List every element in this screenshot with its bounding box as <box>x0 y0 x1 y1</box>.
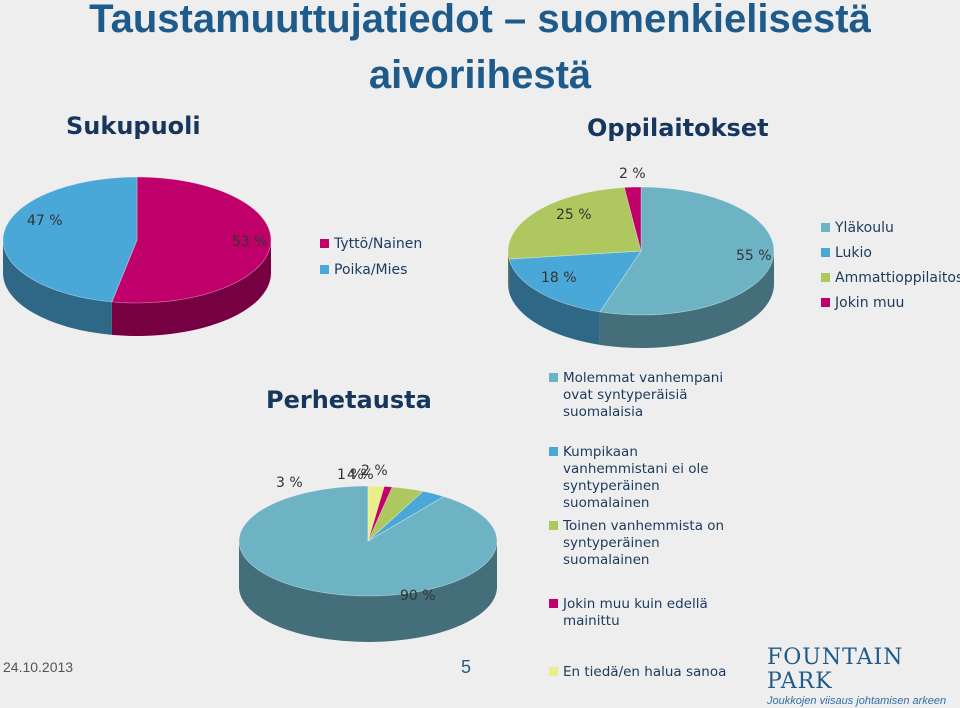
legend-label: syntyperäinen <box>563 535 660 551</box>
legend-swatch <box>549 667 558 676</box>
legend-label: suomalaisia <box>563 404 643 420</box>
page-title-line2: aivoriihestä <box>368 53 592 97</box>
legend-label: Jokin muu <box>834 295 904 311</box>
legend-swatch <box>549 599 558 608</box>
pie-data-label: 2 % <box>619 166 646 182</box>
legend-swatch <box>320 265 329 274</box>
legend-label: vanhemmistani ei ole <box>563 461 709 477</box>
page-title-line1: Taustamuuttujatiedot – suomenkielisestä <box>89 0 871 41</box>
legend-swatch <box>320 239 329 248</box>
legend-label: Tyttö/Nainen <box>333 236 422 252</box>
legend-swatch <box>821 223 830 232</box>
legend-label: Poika/Mies <box>334 262 407 278</box>
pie-chart-1: 55 % 18 % 25 % 2 % Yläkoulu Lukio Ammattioppil… <box>507 166 960 348</box>
pie-slice-side <box>111 240 272 336</box>
fountain-park-logo: FOUNTAIN PARK Joukkojen viisaus johtamis… <box>767 646 960 708</box>
chart-title-schools: Oppilaitokset <box>587 114 769 142</box>
pie-slice-side <box>599 251 774 348</box>
pie-slice-molemmat-vanhempani-ovat-syntyperäisiä-suomalaisia <box>238 485 498 597</box>
pie-slice-side <box>509 259 600 345</box>
pie-slice-jokin-muu <box>623 186 642 252</box>
pie-slice-ammattioppilaitos <box>507 187 642 260</box>
pie-slice-kumpikaan-vanhemmistani-ei-ole-syntyperäinen-suomalainen <box>367 490 445 542</box>
pie-data-label: 25 % <box>556 207 592 223</box>
legend-label: Molemmat vanhempani <box>563 370 723 386</box>
logo-name: FOUNTAIN PARK <box>767 645 904 694</box>
pie-slice-side <box>3 240 112 335</box>
pie-slice-en-tiedä-en-halua-sanoa <box>367 485 385 542</box>
legend-swatch <box>549 447 558 456</box>
pie-chart-0: 53 % 47 % Tyttö/Nainen Poika/Mies <box>2 176 422 336</box>
legend-label: Toinen vanhemmista on <box>562 518 724 534</box>
pie-chart-2: 90 % 3 % 4 %1 %2 % Molemmat vanhempaniovat … <box>238 370 726 680</box>
legend-swatch <box>821 273 830 282</box>
pie-data-label: 3 % <box>276 475 303 491</box>
pie-slice-poika-mies <box>2 176 138 303</box>
pie-data-label: 47 % <box>27 213 63 229</box>
pie-slice-yläkoulu <box>599 186 775 316</box>
pie-data-label: 90 % <box>400 588 436 604</box>
legend-label: suomalainen <box>563 552 649 568</box>
legend-label: Ammattioppilaitos <box>835 270 960 286</box>
legend-swatch <box>549 373 558 382</box>
legend-label: Lukio <box>835 245 872 261</box>
legend-label: Yläkoulu <box>834 220 894 236</box>
legend-label: ovat syntyperäisiä <box>563 387 687 403</box>
legend-label: Jokin muu kuin edellä <box>562 596 708 612</box>
pie-slice-jokin-muu-kuin-edellä-mainittu <box>367 486 393 542</box>
pie-data-label: 53 % <box>232 234 268 250</box>
pie-data-label: 18 % <box>541 270 577 286</box>
pie-slice-side <box>239 541 497 642</box>
pie-slice-lukio <box>508 250 642 313</box>
pie-data-label: 55 % <box>736 248 772 264</box>
legend-label: En tiedä/en halua sanoa <box>563 664 726 680</box>
legend-swatch <box>549 521 558 530</box>
pie-data-label: 2 % <box>361 463 388 479</box>
pie-slice-toinen-vanhemmista-on-syntyperäinen-suomalainen <box>367 486 424 542</box>
legend-label: mainittu <box>563 613 620 629</box>
pie-data-label: 4 % <box>347 467 374 483</box>
chart-title-family: Perhetausta <box>266 386 432 414</box>
legend-label: syntyperäinen <box>563 478 660 494</box>
logo-tagline: Joukkojen viisaus johtamisen arkeen <box>767 695 947 707</box>
pie-data-label: 1 % <box>337 467 364 483</box>
pie-slice-tyttö-nainen <box>111 176 272 304</box>
footer-date: 24.10.2013 <box>3 659 74 675</box>
page-number: 5 <box>461 657 472 677</box>
legend-label: suomalainen <box>563 495 649 511</box>
chart-title-gender: Sukupuoli <box>66 112 201 140</box>
legend-swatch <box>821 248 830 257</box>
legend-swatch <box>821 298 830 307</box>
legend-label: Kumpikaan <box>563 444 638 460</box>
pie-slice-side <box>508 251 510 293</box>
